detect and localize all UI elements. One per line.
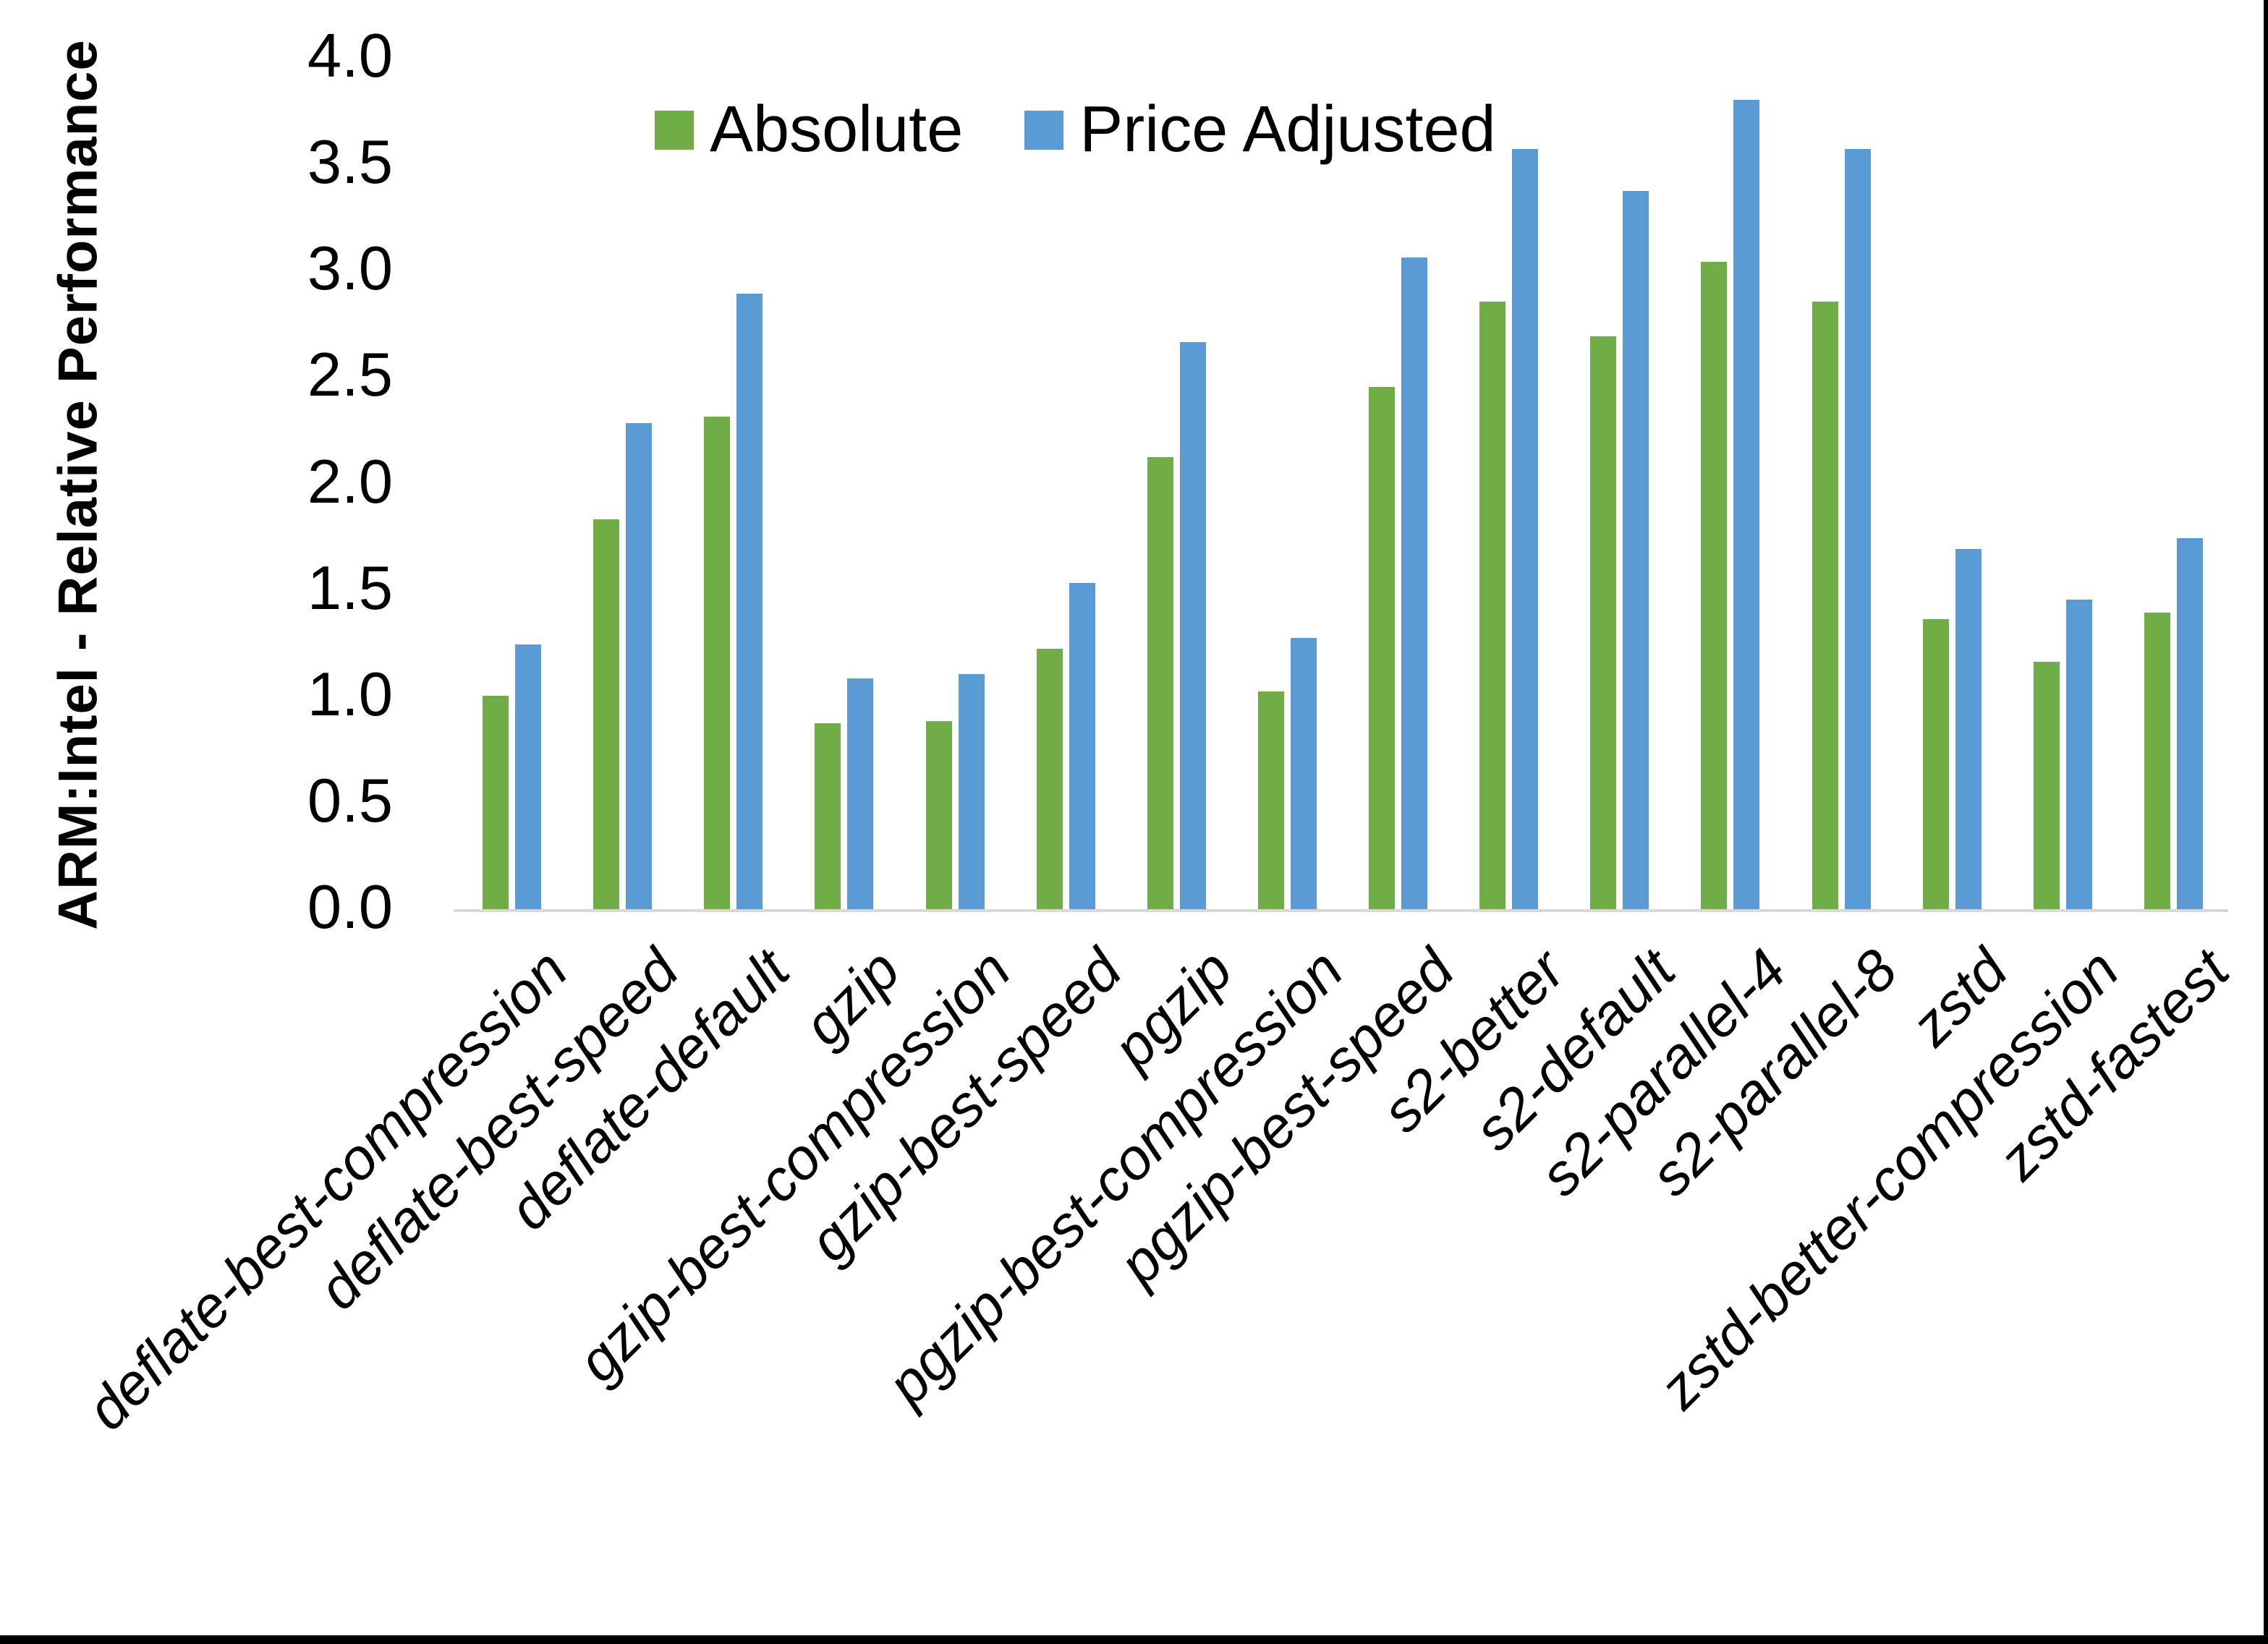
plot-area bbox=[456, 59, 2228, 911]
legend-label-price-adjusted: Price Adjusted bbox=[1079, 93, 1496, 166]
bar-price-adjusted-gzip-best-compression bbox=[958, 674, 985, 911]
bar-price-adjusted-zstd-fastest bbox=[2176, 538, 2203, 911]
legend-label-absolute: Absolute bbox=[710, 93, 964, 166]
window-border-bottom bbox=[0, 1635, 2268, 1644]
y-tick-1.5: 1.5 bbox=[307, 553, 393, 623]
bar-absolute-s2-default bbox=[1590, 336, 1617, 911]
bar-price-adjusted-deflate-best-compression bbox=[515, 644, 541, 911]
bar-price-adjusted-s2-default bbox=[1623, 191, 1649, 911]
bar-absolute-gzip-best-compression bbox=[925, 721, 952, 911]
bar-absolute-pgzip-best-speed bbox=[1369, 387, 1395, 911]
legend-item-price-adjusted: Price Adjusted bbox=[1024, 93, 1496, 167]
bar-absolute-gzip bbox=[815, 723, 841, 911]
bar-absolute-gzip-best-speed bbox=[1036, 649, 1063, 911]
bar-absolute-pgzip bbox=[1147, 457, 1173, 911]
bar-absolute-deflate-best-compression bbox=[483, 696, 509, 911]
bar-price-adjusted-pgzip-best-compression bbox=[1290, 638, 1317, 911]
bar-price-adjusted-pgzip bbox=[1179, 342, 1206, 911]
legend-swatch-price-adjusted bbox=[1024, 110, 1064, 150]
bar-absolute-pgzip-best-compression bbox=[1257, 691, 1284, 911]
bar-price-adjusted-gzip-best-speed bbox=[1069, 583, 1095, 911]
y-axis-title: ARM:Intel - Relative Performance bbox=[47, 39, 109, 930]
bar-absolute-s2-better bbox=[1479, 302, 1506, 911]
legend-swatch-absolute bbox=[655, 110, 694, 150]
y-tick-2.5: 2.5 bbox=[307, 341, 393, 410]
bar-price-adjusted-zstd bbox=[1955, 549, 1982, 911]
y-tick-0.5: 0.5 bbox=[307, 766, 393, 835]
y-tick-0.0: 0.0 bbox=[307, 873, 393, 942]
legend: Absolute Price Adjusted bbox=[655, 93, 1496, 167]
y-tick-2.0: 2.0 bbox=[307, 447, 393, 516]
bar-price-adjusted-pgzip-best-speed bbox=[1401, 257, 1427, 911]
bar-absolute-s2-parallel-4 bbox=[1701, 262, 1728, 911]
bar-price-adjusted-s2-parallel-8 bbox=[1844, 149, 1871, 911]
legend-item-absolute: Absolute bbox=[655, 93, 963, 167]
bar-absolute-zstd-better-compression bbox=[2033, 662, 2060, 911]
bar-absolute-zstd bbox=[1922, 619, 1949, 911]
window-border-right bbox=[2264, 0, 2268, 1644]
bar-price-adjusted-s2-better bbox=[1512, 149, 1539, 911]
bar-price-adjusted-deflate-best-speed bbox=[626, 423, 653, 911]
bar-absolute-zstd-fastest bbox=[2144, 613, 2170, 911]
bar-price-adjusted-s2-parallel-4 bbox=[1733, 100, 1760, 911]
bar-price-adjusted-deflate-default bbox=[736, 294, 763, 911]
bar-price-adjusted-gzip bbox=[847, 678, 874, 911]
y-tick-3.0: 3.0 bbox=[307, 234, 393, 304]
y-tick-3.5: 3.5 bbox=[307, 128, 393, 197]
y-tick-4.0: 4.0 bbox=[307, 22, 393, 91]
bar-absolute-deflate-default bbox=[704, 417, 731, 911]
x-axis-line bbox=[454, 909, 2228, 912]
bar-absolute-s2-parallel-8 bbox=[1812, 302, 1838, 911]
y-tick-1.0: 1.0 bbox=[307, 660, 393, 729]
bar-absolute-deflate-best-speed bbox=[593, 519, 620, 911]
bar-price-adjusted-zstd-better-compression bbox=[2065, 600, 2092, 911]
